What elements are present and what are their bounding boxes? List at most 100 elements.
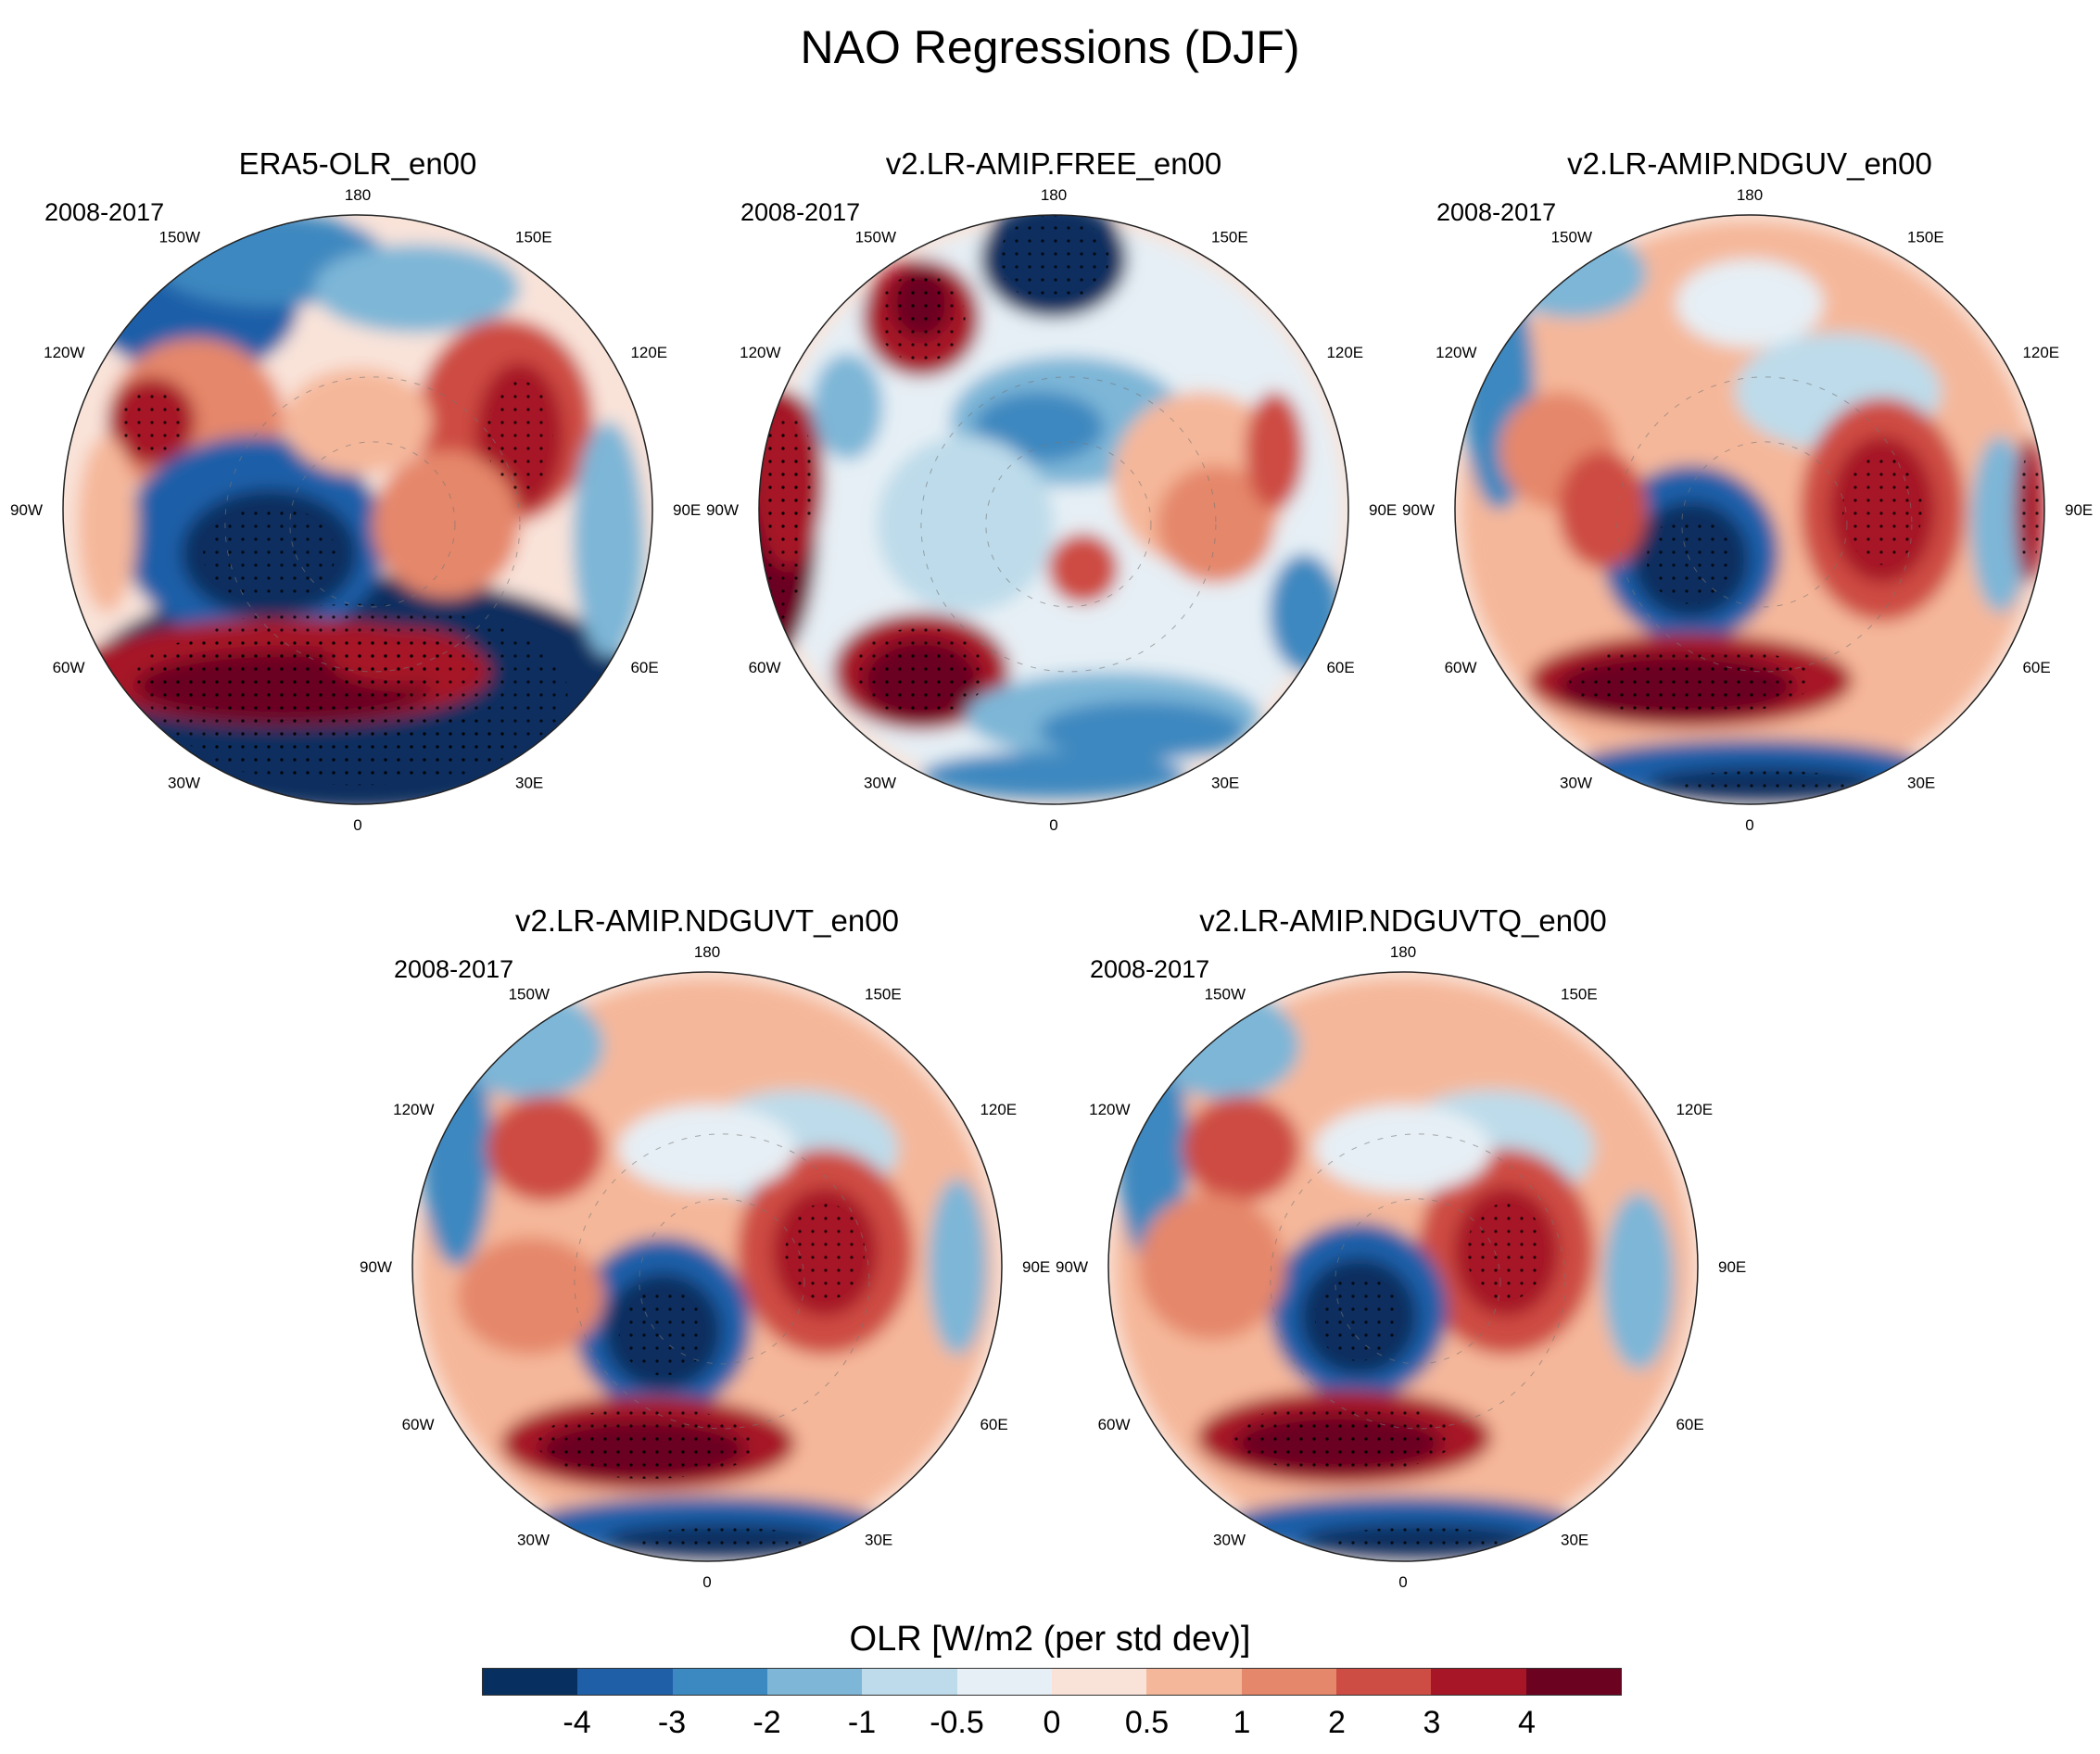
longitude-label: 120W — [1089, 1101, 1130, 1118]
colorbar-tick-label: -4 — [563, 1705, 591, 1740]
olr-field — [63, 215, 652, 804]
olr-field — [412, 972, 1002, 1561]
longitude-label: 120E — [2022, 344, 2059, 361]
longitude-label: 180 — [1737, 186, 1763, 204]
polar-map: 180 150E 120E 90E 60E 30E 0 30W 60W 90W 120W 150W — [1056, 943, 1746, 1591]
significance-stippling — [1329, 1527, 1507, 1555]
coastline — [1616, 376, 1913, 673]
longitude-label: 60W — [749, 659, 781, 676]
colorbar-ticks: -4 -3 -2 -1 -0.5 0 0.5 1 2 3 4 — [482, 1705, 1622, 1746]
longitude-label: 90W — [360, 1258, 392, 1276]
colorbar-tick-label: 0 — [1043, 1705, 1061, 1740]
panel-title: v2.LR-AMIP.NDGUV_en00 — [1567, 146, 1932, 181]
olr-anomaly-region — [1314, 1104, 1492, 1193]
colorbar-swatch — [766, 1669, 863, 1695]
significance-stippling — [203, 705, 512, 786]
coastline — [639, 1198, 805, 1365]
coastline — [1681, 441, 1848, 608]
panel-title: v2.LR-AMIP.NDGUVTQ_en00 — [1199, 903, 1607, 938]
colorbar-swatch — [1335, 1669, 1432, 1695]
longitude-label: 150W — [159, 229, 200, 246]
colorbar-tick-label: -1 — [847, 1705, 877, 1740]
polar-map: 180 150E 120E 90E 60E 30E 0 30W 60W 90W 120W 150W — [706, 186, 1397, 834]
longitude-label: 60W — [1445, 659, 1477, 676]
map-panel-ndguv: v2.LR-AMIP.NDGUV_en00 2008-2017 180 150E 1… — [1398, 146, 2100, 925]
longitude-label: 90W — [10, 501, 43, 519]
olr-anomaly-region — [1269, 553, 1340, 672]
olr-anomaly-region — [1603, 1192, 1675, 1370]
longitude-label: 150W — [855, 229, 896, 246]
polar-map: 180 150E 120E 90E 60E 30E 0 30W 60W 90W 120W 150W — [360, 943, 1050, 1591]
colorbar-swatch — [1431, 1669, 1526, 1695]
longitude-label: 30W — [864, 774, 896, 791]
significance-stippling — [1260, 1420, 1416, 1466]
significance-stippling — [2018, 454, 2042, 565]
olr-anomaly-region — [877, 435, 1054, 613]
olr-anomaly-region — [1970, 435, 2030, 613]
olr-anomaly-region — [1245, 391, 1305, 510]
colorbar-tick-label: 0.5 — [1124, 1705, 1170, 1740]
panel-period: 2008-2017 — [1090, 955, 1210, 983]
longitude-label: 120W — [44, 344, 84, 361]
longitude-label: 30E — [865, 1531, 892, 1548]
map-boundary — [411, 971, 1003, 1562]
colorbar-swatch — [1525, 1669, 1621, 1695]
olr-field — [1455, 215, 2044, 804]
map-boundary — [758, 214, 1349, 805]
significance-stippling — [347, 635, 458, 679]
longitude-label: 30W — [517, 1531, 550, 1548]
olr-anomaly-region — [1047, 533, 1119, 604]
colorbar-swatch — [862, 1669, 957, 1695]
colorbar — [482, 1668, 1622, 1696]
longitude-label: 60E — [980, 1416, 1007, 1433]
significance-stippling — [203, 505, 336, 603]
olr-anomaly-region — [1152, 992, 1300, 1099]
panel-period: 2008-2017 — [740, 198, 861, 226]
map-boundary — [62, 214, 653, 805]
olr-anomaly-region — [928, 1178, 988, 1356]
longitude-label: 90W — [1056, 1258, 1088, 1276]
significance-stippling — [173, 660, 395, 713]
longitude-label: 150E — [1211, 229, 1248, 246]
significance-stippling — [998, 215, 1109, 304]
significance-stippling — [1676, 770, 1853, 798]
olr-field — [759, 215, 1348, 804]
longitude-label: 60W — [53, 659, 85, 676]
colorbar-swatch — [1146, 1669, 1242, 1695]
map-panel-ndguvt: v2.LR-AMIP.NDGUVT_en00 2008-2017 180 150E… — [355, 903, 1059, 1682]
colorbar-tick-label: 3 — [1423, 1705, 1441, 1740]
longitude-label: 30W — [168, 774, 200, 791]
longitude-label: 120W — [740, 344, 780, 361]
significance-stippling — [877, 650, 966, 712]
longitude-label: 180 — [345, 186, 371, 204]
coastline — [1335, 1198, 1501, 1365]
longitude-label: 90W — [706, 501, 739, 519]
longitude-label: 60E — [2022, 659, 2050, 676]
olr-anomaly-region — [77, 435, 137, 613]
olr-anomaly-region — [974, 391, 1105, 463]
longitude-label: 120E — [1676, 1101, 1713, 1118]
olr-anomaly-region — [456, 1237, 604, 1356]
olr-anomaly-region — [1558, 450, 1647, 569]
longitude-label: 0 — [1745, 816, 1753, 834]
olr-anomaly-region — [421, 1030, 492, 1267]
map-boundary — [1107, 971, 1699, 1562]
olr-anomaly-region — [1137, 1192, 1285, 1341]
significance-stippling — [1842, 454, 1923, 565]
longitude-label: 150W — [509, 986, 550, 1003]
longitude-label: 90E — [1022, 1258, 1050, 1276]
longitude-label: 120E — [1326, 344, 1363, 361]
significance-stippling — [564, 1427, 720, 1472]
longitude-label: 90E — [1369, 501, 1397, 519]
longitude-label: 0 — [1049, 816, 1057, 834]
olr-anomaly-region — [1676, 259, 1824, 348]
colorbar-swatch — [1051, 1669, 1147, 1695]
longitude-label: 30W — [1213, 1531, 1246, 1548]
longitude-label: 60E — [630, 659, 658, 676]
longitude-label: 90W — [1402, 501, 1435, 519]
colorbar-swatch — [956, 1669, 1052, 1695]
colorbar-tick-label: 4 — [1518, 1705, 1536, 1740]
longitude-label: 0 — [353, 816, 361, 834]
colorbar-swatch — [577, 1669, 673, 1695]
